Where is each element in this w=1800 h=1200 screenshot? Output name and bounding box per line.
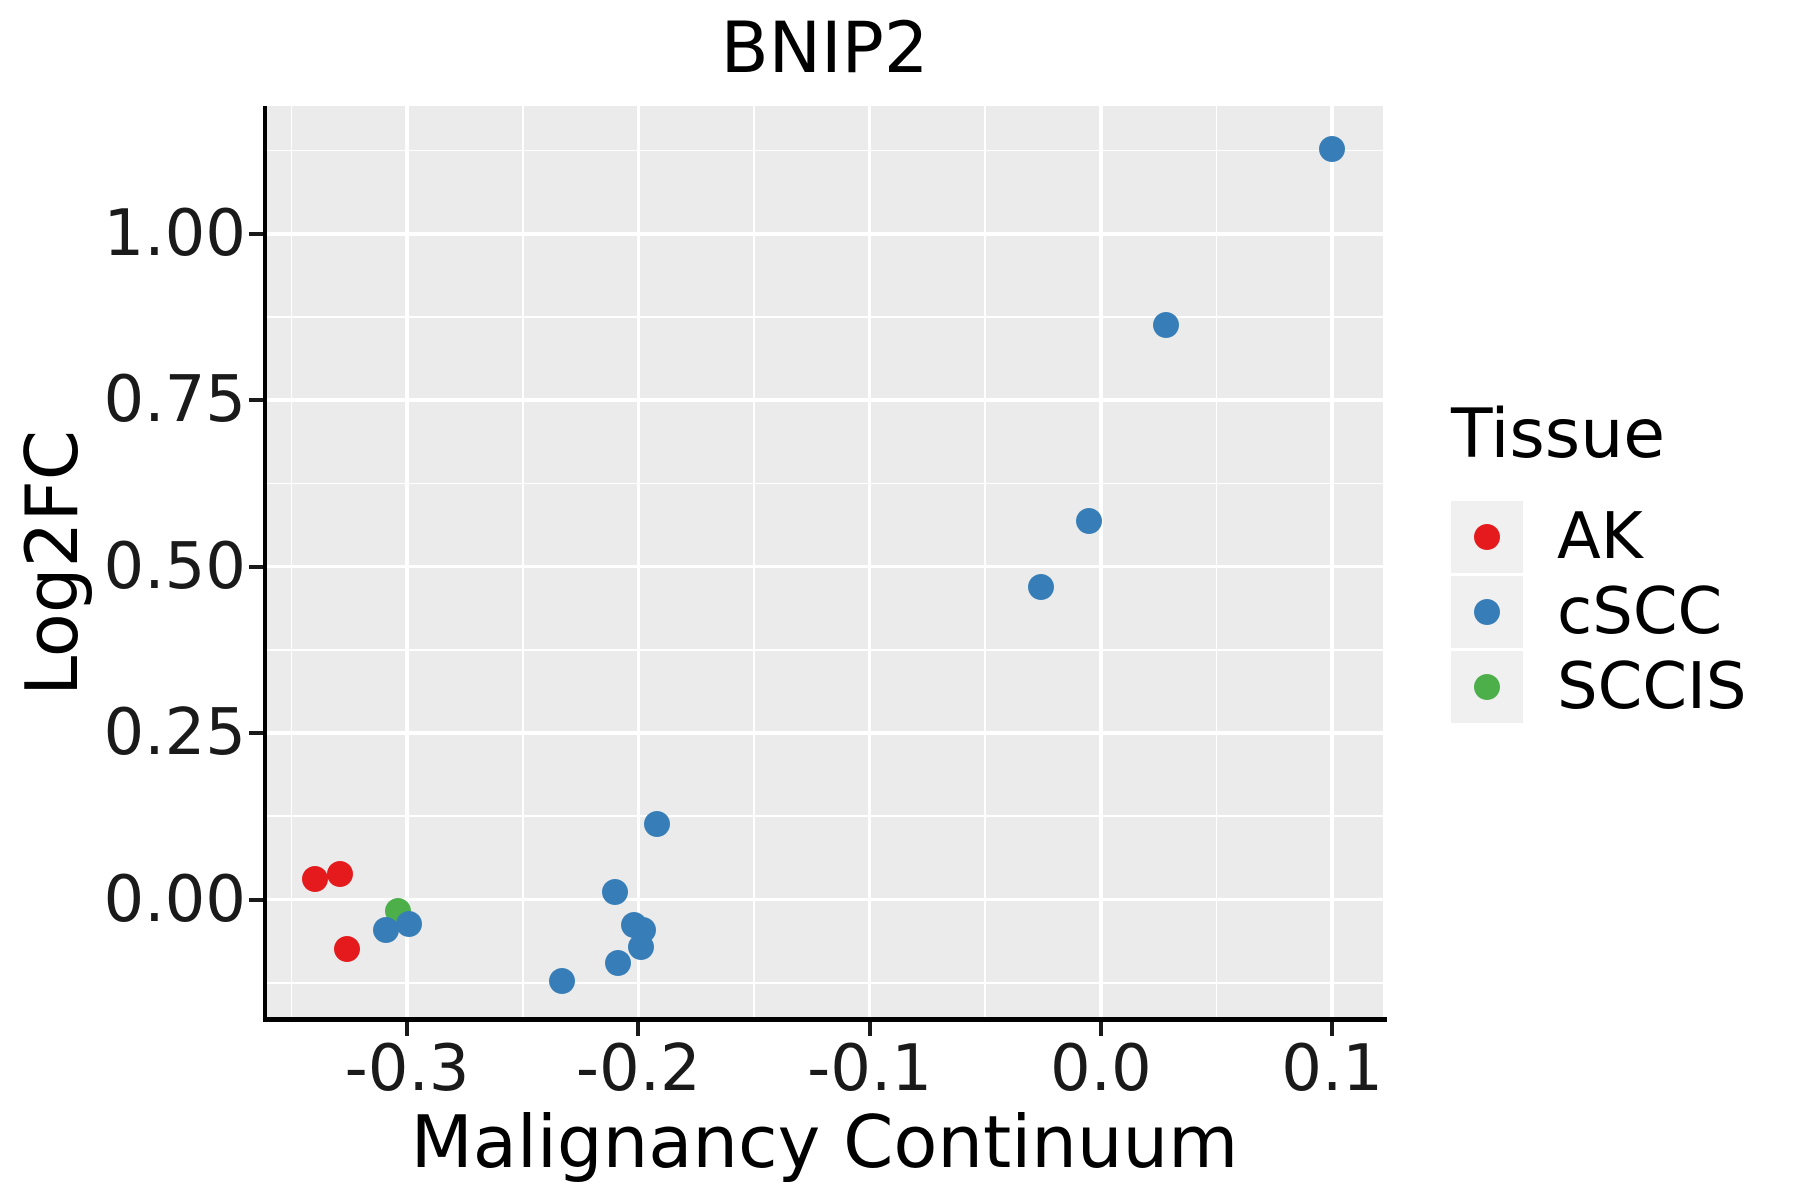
y-minor-gridline: [266, 815, 1383, 818]
legend-title: Tissue: [1451, 395, 1666, 474]
x-axis-title: Malignancy Continuum: [410, 1100, 1239, 1184]
data-point-cscc: [1027, 573, 1054, 600]
data-point-cscc: [643, 810, 670, 837]
data-point-cscc: [1152, 312, 1179, 338]
y-tick-label: 0.75: [103, 363, 247, 438]
y-axis-line: [263, 106, 267, 1022]
y-tick-mark: [249, 731, 263, 736]
data-point-cscc: [627, 934, 654, 961]
y-minor-gridline: [266, 316, 1383, 318]
y-tick-label: 0.00: [103, 862, 247, 937]
x-minor-gridline: [984, 106, 987, 1020]
x-major-gridline: [1330, 106, 1334, 1020]
x-tick-mark: [636, 1022, 641, 1036]
legend-dot-icon: [1474, 598, 1500, 625]
x-tick-label: 0.0: [1049, 1032, 1152, 1106]
legend-dot-icon: [1474, 523, 1500, 550]
data-point-ak: [333, 936, 360, 963]
x-tick-mark: [405, 1022, 410, 1036]
data-point-cscc: [602, 879, 629, 906]
x-minor-gridline: [1215, 106, 1218, 1020]
x-tick-label: 0.1: [1281, 1032, 1383, 1106]
y-tick-label: 0.25: [103, 696, 247, 771]
legend-key: [1451, 650, 1523, 723]
data-point-cscc: [396, 911, 423, 938]
data-point-cscc: [604, 950, 631, 977]
y-tick-label: 1.00: [103, 196, 247, 271]
y-minor-gridline: [266, 149, 1383, 152]
y-tick-mark: [249, 231, 263, 236]
y-minor-gridline: [266, 648, 1383, 651]
legend-dot-icon: [1474, 673, 1500, 700]
plot-title: BNIP2: [720, 7, 929, 89]
legend-key: [1451, 500, 1523, 573]
y-major-gridline: [266, 731, 1383, 735]
legend-label: cSCC: [1557, 574, 1723, 649]
legend-entry-cscc: cSCC: [1451, 574, 1747, 649]
x-minor-gridline: [290, 106, 293, 1020]
data-point-cscc: [1319, 136, 1346, 163]
y-major-gridline: [266, 232, 1383, 236]
y-minor-gridline: [266, 482, 1383, 485]
x-major-gridline: [867, 106, 872, 1020]
x-major-gridline: [405, 106, 409, 1020]
y-major-gridline: [266, 398, 1383, 402]
y-tick-mark: [249, 398, 263, 403]
plot-panel: [266, 106, 1383, 1020]
x-tick-label: -0.2: [575, 1032, 701, 1106]
x-axis-line: [263, 1017, 1387, 1022]
y-major-gridline: [266, 897, 1383, 902]
x-tick-mark: [1330, 1022, 1335, 1036]
x-minor-gridline: [521, 106, 524, 1020]
y-tick-mark: [249, 897, 263, 902]
x-minor-gridline: [753, 106, 755, 1020]
data-point-ak: [327, 860, 353, 887]
x-major-gridline: [636, 106, 641, 1020]
x-tick-mark: [1098, 1022, 1103, 1036]
legend-label: SCCIS: [1557, 649, 1747, 724]
legend: Tissue AK cSCC SCCIS: [1451, 395, 1747, 726]
x-tick-label: -0.1: [807, 1032, 933, 1106]
y-minor-gridline: [266, 981, 1383, 984]
y-major-gridline: [266, 564, 1383, 569]
data-point-cscc: [373, 917, 400, 944]
x-major-gridline: [1099, 106, 1103, 1020]
y-tick-mark: [249, 564, 263, 569]
x-tick-mark: [867, 1022, 872, 1036]
data-point-ak: [301, 865, 328, 892]
y-tick-label: 0.50: [103, 529, 247, 604]
data-point-cscc: [1076, 508, 1103, 535]
legend-label: AK: [1557, 499, 1643, 574]
data-point-cscc: [549, 967, 576, 994]
legend-key: [1451, 575, 1523, 648]
legend-entry-sccis: SCCIS: [1451, 649, 1747, 724]
legend-entry-ak: AK: [1451, 499, 1747, 574]
x-tick-label: -0.3: [344, 1032, 470, 1106]
